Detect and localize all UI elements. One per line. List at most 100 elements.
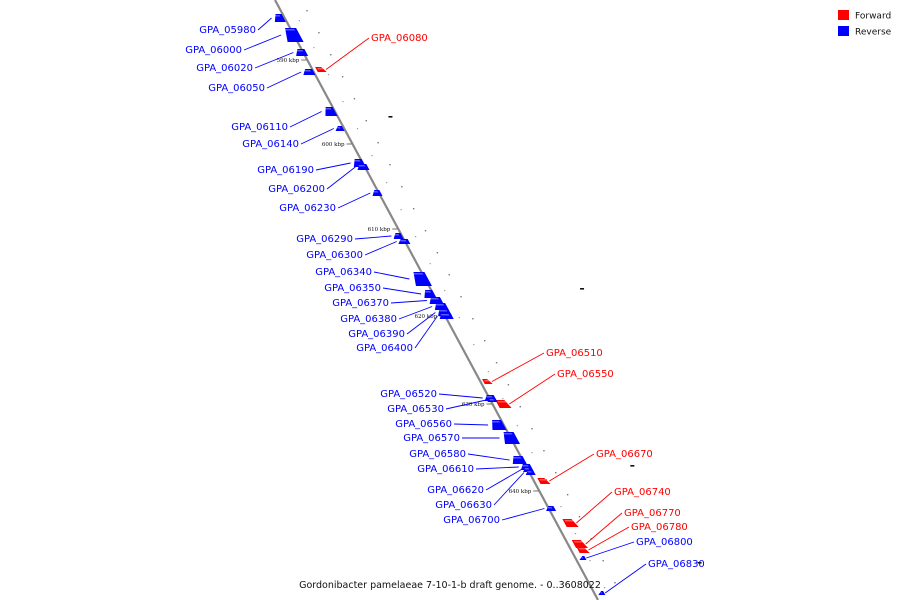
gene-label[interactable]: GPA_06140 bbox=[242, 139, 299, 150]
gene-feature[interactable]: GPA_06670 bbox=[537, 449, 653, 484]
gene-feature[interactable]: GPA_06830 bbox=[598, 559, 705, 595]
gene-label[interactable]: GPA_06570 bbox=[403, 433, 460, 444]
gene-feature[interactable]: GPA_06380 bbox=[340, 303, 449, 325]
gene-label[interactable]: GPA_06520 bbox=[380, 389, 437, 400]
gene-label[interactable]: GPA_06080 bbox=[371, 33, 428, 44]
gene-label[interactable]: GPA_06510 bbox=[546, 348, 603, 359]
gene-feature[interactable]: GPA_06000 bbox=[185, 28, 304, 56]
gene-glyph[interactable] bbox=[424, 290, 437, 298]
gene-label[interactable]: GPA_06200 bbox=[268, 184, 325, 195]
gene-label[interactable]: GPA_06050 bbox=[208, 83, 265, 94]
gene-feature[interactable]: GPA_06530 bbox=[387, 398, 498, 415]
gene-glyph[interactable] bbox=[482, 379, 493, 384]
gene-label[interactable]: GPA_06740 bbox=[614, 487, 671, 498]
gene-feature[interactable]: GPA_06190 bbox=[257, 159, 366, 176]
gene-glyph[interactable] bbox=[571, 540, 589, 548]
gene-feature[interactable]: GPA_06300 bbox=[306, 239, 411, 261]
gene-feature[interactable]: GPA_06230 bbox=[279, 190, 383, 214]
gene-glyph[interactable] bbox=[315, 67, 327, 72]
gene-feature[interactable]: GPA_06560 bbox=[395, 419, 507, 430]
gene-label[interactable]: GPA_06630 bbox=[435, 500, 492, 511]
gene-glyph[interactable] bbox=[495, 400, 512, 408]
gene-label[interactable]: GPA_06190 bbox=[257, 165, 314, 176]
gene-feature[interactable]: GPA_06370 bbox=[332, 297, 444, 309]
gene-label[interactable]: GPA_05980 bbox=[199, 25, 256, 36]
gene-feature[interactable]: GPA_06400 bbox=[356, 313, 454, 354]
gene-glyph[interactable] bbox=[576, 547, 590, 553]
gene-label[interactable]: GPA_06530 bbox=[387, 404, 444, 415]
gene-glyph[interactable] bbox=[579, 556, 587, 560]
gene-glyph[interactable] bbox=[503, 432, 521, 444]
gene-glyph[interactable] bbox=[598, 591, 606, 595]
gene-glyph[interactable] bbox=[429, 297, 444, 304]
gene-label[interactable]: GPA_06350 bbox=[324, 283, 381, 294]
gene-label[interactable]: GPA_06550 bbox=[557, 369, 614, 380]
gene-feature[interactable]: GPA_06110 bbox=[231, 107, 338, 133]
gene-glyph[interactable] bbox=[372, 190, 383, 196]
gene-label[interactable]: GPA_06110 bbox=[231, 122, 288, 133]
gene-label[interactable]: GPA_06700 bbox=[443, 515, 500, 526]
gene-label[interactable]: GPA_06000 bbox=[185, 45, 242, 56]
gene-feature[interactable]: GPA_06580 bbox=[409, 449, 527, 464]
gene-feature[interactable]: GPA_06630 bbox=[435, 470, 536, 511]
gene-glyph[interactable] bbox=[413, 272, 432, 286]
gene-label[interactable]: GPA_06300 bbox=[306, 250, 363, 261]
gene-feature[interactable]: GPA_06140 bbox=[242, 126, 345, 150]
gene-label[interactable]: GPA_06830 bbox=[648, 559, 705, 570]
gene-feature[interactable]: GPA_06740 bbox=[562, 487, 671, 527]
gene-feature[interactable]: GPA_06570 bbox=[403, 432, 521, 444]
gene-feature[interactable]: GPA_06610 bbox=[417, 464, 534, 475]
gene-glyph[interactable] bbox=[296, 49, 309, 56]
gene-glyph[interactable] bbox=[525, 470, 536, 475]
gene-label[interactable]: GPA_06780 bbox=[631, 522, 688, 533]
gene-leader-line bbox=[438, 393, 483, 399]
gene-glyph[interactable] bbox=[546, 506, 557, 511]
gene-label[interactable]: GPA_06020 bbox=[196, 63, 253, 74]
gene-glyph[interactable] bbox=[439, 313, 454, 319]
gene-feature[interactable]: GPA_06050 bbox=[208, 69, 316, 94]
gene-glyph[interactable] bbox=[512, 456, 527, 464]
gene-feature[interactable]: GPA_06350 bbox=[324, 283, 437, 298]
gene-feature[interactable]: GPA_06290 bbox=[296, 233, 404, 245]
gene-feature[interactable]: GPA_06340 bbox=[315, 267, 432, 286]
gene-glyph[interactable] bbox=[357, 164, 370, 170]
gene-feature[interactable]: GPA_06780 bbox=[576, 522, 688, 553]
gene-glyph[interactable] bbox=[537, 478, 551, 484]
gene-glyph[interactable] bbox=[487, 398, 498, 402]
gene-leader-line bbox=[382, 287, 422, 295]
gene-label[interactable]: GPA_06340 bbox=[315, 267, 372, 278]
gene-feature[interactable]: GPA_06700 bbox=[443, 506, 557, 526]
gene-label[interactable]: GPA_06800 bbox=[636, 537, 693, 548]
gene-glyph[interactable] bbox=[398, 239, 411, 244]
gene-glyph[interactable] bbox=[335, 126, 345, 131]
gene-label[interactable]: GPA_06390 bbox=[348, 329, 405, 340]
gene-label[interactable]: GPA_06560 bbox=[395, 419, 452, 430]
gene-label[interactable]: GPA_06620 bbox=[427, 485, 484, 496]
gene-glyph[interactable] bbox=[285, 28, 304, 42]
gene-glyph[interactable] bbox=[562, 519, 579, 527]
gene-feature[interactable]: GPA_06510 bbox=[482, 348, 603, 384]
gene-feature[interactable]: GPA_06550 bbox=[495, 369, 614, 408]
gene-glyph[interactable] bbox=[325, 107, 338, 116]
gene-label[interactable]: GPA_06230 bbox=[279, 203, 336, 214]
gene-label[interactable]: GPA_06670 bbox=[596, 449, 653, 460]
gene-feature[interactable]: GPA_06520 bbox=[380, 389, 497, 401]
gene-feature[interactable]: GPA_05980 bbox=[199, 14, 286, 36]
gene-label[interactable]: GPA_06380 bbox=[340, 314, 397, 325]
gene-label[interactable]: GPA_06370 bbox=[332, 298, 389, 309]
gene-feature[interactable]: GPA_06080 bbox=[315, 33, 428, 72]
gene-label[interactable]: GPA_06400 bbox=[356, 343, 413, 354]
gene-glyph[interactable] bbox=[492, 420, 507, 430]
gene-feature[interactable]: GPA_06770 bbox=[571, 508, 681, 548]
gene-label[interactable]: GPA_06290 bbox=[296, 234, 353, 245]
gene-glyph[interactable] bbox=[303, 69, 316, 75]
gene-feature[interactable]: GPA_06800 bbox=[579, 537, 693, 560]
gene-feature[interactable]: GPA_06020 bbox=[196, 49, 309, 74]
gene-feature[interactable]: GPA_06200 bbox=[268, 164, 370, 195]
gene-label[interactable]: GPA_06610 bbox=[417, 464, 474, 475]
gene-glyph[interactable] bbox=[434, 303, 449, 310]
gene-glyph[interactable] bbox=[274, 14, 286, 22]
gene-glyph[interactable] bbox=[393, 233, 404, 239]
gene-label[interactable]: GPA_06580 bbox=[409, 449, 466, 460]
gene-label[interactable]: GPA_06770 bbox=[624, 508, 681, 519]
